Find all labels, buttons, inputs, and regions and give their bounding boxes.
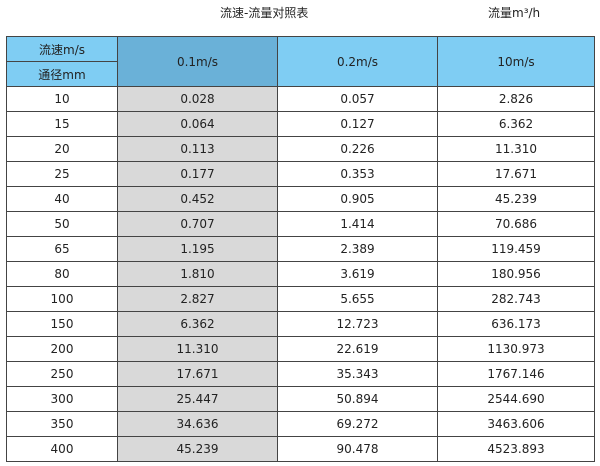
flow-cell: 22.619 [277,336,438,362]
flow-cell: 11.310 [437,136,595,162]
table-row: 15 0.064 0.127 6.362 [6,111,595,137]
flow-cell: 34.636 [117,411,278,437]
table-row: 20 0.113 0.226 11.310 [6,136,595,162]
diameter-cell: 20 [6,136,118,162]
flow-cell: 0.127 [277,111,438,137]
column-header: 10m/s [437,36,595,87]
table-row: 80 1.810 3.619 180.956 [6,261,595,287]
flow-cell: 0.028 [117,86,278,112]
diameter-cell: 350 [6,411,118,437]
flow-cell: 70.686 [437,211,595,237]
table-row: 200 11.310 22.619 1130.973 [6,336,595,362]
flow-cell: 35.343 [277,361,438,387]
flow-cell: 282.743 [437,286,595,312]
diameter-cell: 80 [6,261,118,287]
flow-cell: 5.655 [277,286,438,312]
diameter-cell: 10 [6,86,118,112]
flow-cell: 1.810 [117,261,278,287]
flow-cell: 6.362 [437,111,595,137]
flow-cell: 0.905 [277,186,438,212]
flow-cell: 0.064 [117,111,278,137]
flow-cell: 50.894 [277,386,438,412]
table-row: 10 0.028 0.057 2.826 [6,86,595,112]
flow-cell: 25.447 [117,386,278,412]
flow-cell: 2.389 [277,236,438,262]
table-row: 100 2.827 5.655 282.743 [6,286,595,312]
table-row: 150 6.362 12.723 636.173 [6,311,595,337]
flow-cell: 12.723 [277,311,438,337]
flow-cell: 17.671 [437,161,595,187]
diameter-cell: 100 [6,286,118,312]
table-row: 400 45.239 90.478 4523.893 [6,436,595,462]
table-row: 65 1.195 2.389 119.459 [6,236,595,262]
flow-cell: 1.414 [277,211,438,237]
flow-cell: 4523.893 [437,436,595,462]
flow-cell: 90.478 [277,436,438,462]
flow-cell: 2.827 [117,286,278,312]
flow-cell: 2544.690 [437,386,595,412]
table-row: 250 17.671 35.343 1767.146 [6,361,595,387]
flow-cell: 69.272 [277,411,438,437]
velocity-header: 流速m/s [6,36,118,62]
flow-cell: 0.057 [277,86,438,112]
flow-cell: 0.452 [117,186,278,212]
table-row: 350 34.636 69.272 3463.606 [6,411,595,437]
flow-cell: 0.177 [117,161,278,187]
table-row: 40 0.452 0.905 45.239 [6,186,595,212]
flow-cell: 0.226 [277,136,438,162]
flow-cell: 119.459 [437,236,595,262]
flow-cell: 0.707 [117,211,278,237]
table-row: 50 0.707 1.414 70.686 [6,211,595,237]
diameter-cell: 40 [6,186,118,212]
diameter-header: 通径mm [6,61,118,87]
flow-table: 流速m/s 0.1m/s 0.2m/s 10m/s 通径mm 10 0.028 0.… [6,36,595,462]
flow-cell: 636.173 [437,311,595,337]
flow-cell: 11.310 [117,336,278,362]
diameter-cell: 150 [6,311,118,337]
unit-label: 流量m³/h [488,6,541,20]
diameter-cell: 200 [6,336,118,362]
flow-cell: 2.826 [437,86,595,112]
flow-cell: 0.113 [117,136,278,162]
flow-cell: 3.619 [277,261,438,287]
diameter-cell: 50 [6,211,118,237]
column-header: 0.1m/s [117,36,278,87]
flow-cell: 3463.606 [437,411,595,437]
diameter-cell: 300 [6,386,118,412]
table-row: 25 0.177 0.353 17.671 [6,161,595,187]
flow-cell: 1.195 [117,236,278,262]
flow-cell: 1130.973 [437,336,595,362]
diameter-cell: 15 [6,111,118,137]
flow-cell: 0.353 [277,161,438,187]
diameter-cell: 65 [6,236,118,262]
diameter-cell: 25 [6,161,118,187]
column-header: 0.2m/s [277,36,438,87]
flow-cell: 180.956 [437,261,595,287]
flow-cell: 17.671 [117,361,278,387]
flow-cell: 45.239 [117,436,278,462]
table-row: 300 25.447 50.894 2544.690 [6,386,595,412]
flow-cell: 45.239 [437,186,595,212]
flow-cell: 6.362 [117,311,278,337]
diameter-cell: 400 [6,436,118,462]
table-title: 流速-流量对照表 [220,6,309,20]
flow-cell: 1767.146 [437,361,595,387]
diameter-cell: 250 [6,361,118,387]
